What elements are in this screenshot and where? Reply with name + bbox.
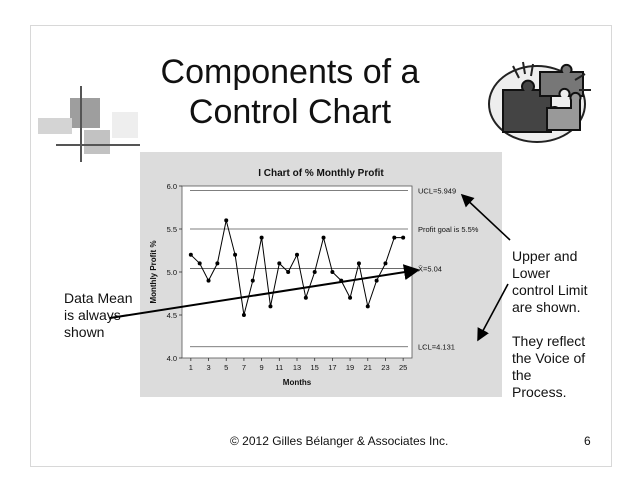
y-tick-label-3: 5.5 xyxy=(167,225,177,234)
data-point-12 xyxy=(286,270,291,274)
annotation-data-mean: Data Mean is always shown xyxy=(64,290,133,340)
data-point-25 xyxy=(401,235,406,240)
data-point-16 xyxy=(321,235,326,240)
title-line-2: Control Chart xyxy=(188,93,392,131)
data-point-9 xyxy=(259,235,264,240)
data-point-10 xyxy=(268,304,273,309)
arrow-to-mean xyxy=(109,264,420,319)
reference-label-0: UCL=5.949 xyxy=(418,186,456,195)
annotation-control-limits: Upper and Lower control Limit are shown.… xyxy=(512,248,588,400)
chart-svg: I Chart of % Monthly Profit Months Month… xyxy=(140,152,502,397)
slide-title: Components of a Control Chart xyxy=(150,52,430,132)
y-tick-label-4: 6.0 xyxy=(167,182,177,191)
puzzle-pieces-icon xyxy=(488,61,591,143)
data-point-14 xyxy=(303,295,308,300)
x-tick-label-3: 7 xyxy=(242,363,246,372)
x-tick-label-4: 9 xyxy=(260,363,264,372)
data-point-22 xyxy=(374,278,379,283)
data-point-7 xyxy=(241,313,246,317)
y-axis-ticks: 4.0 4.5 5.0 5.5 6.0 xyxy=(167,182,182,363)
page-number: 6 xyxy=(584,434,591,448)
x-tick-label-11: 23 xyxy=(381,363,389,372)
y-tick-label-2: 5.0 xyxy=(167,268,177,277)
x-tick-label-5: 11 xyxy=(275,363,283,372)
decor-square-small xyxy=(84,130,110,154)
footer-copyright: © 2012 Gilles Bélanger & Associates Inc. xyxy=(230,434,449,448)
data-point-20 xyxy=(356,261,361,266)
y-tick-label-1: 4.5 xyxy=(167,311,177,320)
decor-square-faint xyxy=(112,112,138,138)
x-tick-label-7: 15 xyxy=(311,363,319,372)
x-tick-label-1: 3 xyxy=(206,363,210,372)
data-point-11 xyxy=(277,261,282,266)
y-tick-label-0: 4.0 xyxy=(167,354,177,363)
chart-title: I Chart of % Monthly Profit xyxy=(258,168,384,179)
x-axis-label: Months xyxy=(283,378,312,387)
control-chart: I Chart of % Monthly Profit Months Month… xyxy=(140,152,502,402)
data-point-8 xyxy=(250,278,255,283)
data-point-2 xyxy=(197,261,202,266)
reference-lines: UCL=5.949 Profit goal is 5.5% X̄=5.04 LCL=4… xyxy=(190,186,479,352)
data-point-19 xyxy=(348,295,353,300)
data-point-24 xyxy=(392,235,397,240)
data-point-4 xyxy=(215,261,220,266)
data-point-13 xyxy=(295,252,299,257)
x-tick-label-6: 13 xyxy=(293,363,301,372)
x-tick-label-12: 25 xyxy=(399,363,407,372)
y-axis-label: Monthly Profit % xyxy=(149,240,158,303)
data-point-1 xyxy=(188,252,193,257)
reference-label-1: Profit goal is 5.5% xyxy=(418,225,479,234)
data-point-17 xyxy=(330,270,335,274)
decor-vertical-line xyxy=(80,86,82,162)
x-tick-label-9: 19 xyxy=(346,363,354,372)
data-point-15 xyxy=(312,270,317,274)
data-point-23 xyxy=(383,261,388,266)
arrow-to-lcl xyxy=(477,283,509,342)
x-axis-ticks: 1 3 5 7 9 11 13 15 17 19 21 23 25 xyxy=(189,358,407,372)
x-tick-label-8: 17 xyxy=(328,363,336,372)
data-point-3 xyxy=(206,278,211,283)
data-points xyxy=(188,218,406,317)
x-tick-label-10: 21 xyxy=(364,363,372,372)
reference-label-3: LCL=4.131 xyxy=(418,343,455,352)
decor-horizontal-line xyxy=(56,144,140,146)
title-line-1: Components of a xyxy=(160,53,420,91)
arrow-to-ucl xyxy=(460,193,511,241)
x-tick-label-2: 5 xyxy=(224,363,228,372)
plot-area xyxy=(181,185,413,359)
data-point-6 xyxy=(233,252,238,257)
decor-square-light xyxy=(38,118,72,134)
data-point-21 xyxy=(365,304,370,309)
decor-square-large xyxy=(70,98,100,128)
reference-label-2: X̄=5.04 xyxy=(418,265,442,274)
data-point-5 xyxy=(224,218,229,223)
x-tick-label-0: 1 xyxy=(189,363,193,372)
